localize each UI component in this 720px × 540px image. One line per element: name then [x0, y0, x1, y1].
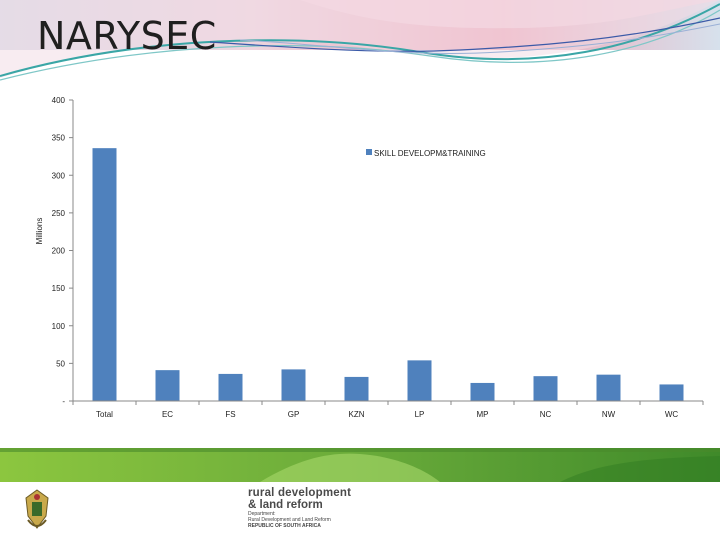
legend-label: SKILL DEVELOPM&TRAINING [374, 149, 486, 158]
bar-nc [533, 376, 558, 401]
y-tick-label: 250 [52, 209, 66, 218]
bar-mp [470, 382, 495, 401]
legend-swatch [366, 149, 372, 155]
y-axis: - 50 100 150 200 250 300 350 400 [52, 96, 74, 406]
x-axis: Total EC FS GP KZN LP MP NC NW WC [72, 400, 704, 419]
y-tick-label: 150 [52, 284, 66, 293]
legend: SKILL DEVELOPM&TRAINING [366, 149, 486, 158]
x-tick-label: GP [288, 410, 300, 419]
y-tick-label: 50 [56, 359, 65, 368]
x-tick-label: NC [540, 410, 552, 419]
header-decoration [0, 0, 720, 81]
y-tick-label: 200 [52, 247, 66, 256]
bar-gp [281, 369, 306, 401]
bar-fs [218, 373, 243, 401]
brand-name-line1: rural development [248, 487, 352, 499]
brand-sub-line2: Rural Development and Land Reform [248, 517, 331, 523]
brand-name-line2: & land reform [248, 499, 323, 511]
y-tick-label: 100 [52, 322, 66, 331]
x-tick-label: Total [96, 410, 113, 419]
brand-sub-line3: REPUBLIC OF SOUTH AFRICA [248, 523, 321, 529]
x-tick-label: MP [477, 410, 489, 419]
bar-wc [659, 384, 684, 401]
x-tick-label: FS [225, 410, 235, 419]
bar-kzn [344, 376, 369, 401]
x-tick-label: WC [665, 410, 679, 419]
y-tick-label: 300 [52, 171, 66, 180]
x-tick-label: KZN [349, 410, 365, 419]
footer-band [0, 448, 720, 482]
bar-lp [407, 360, 432, 401]
y-tick-label: 350 [52, 134, 66, 143]
bar-nw [596, 374, 621, 401]
x-tick-label: NW [602, 410, 616, 419]
slide-title: NARYSEC [37, 14, 217, 58]
x-tick-label: EC [162, 410, 173, 419]
bar-ec [155, 370, 180, 401]
y-tick-label: 400 [52, 96, 66, 105]
y-tick-label: - [62, 397, 65, 406]
bar-total [92, 148, 117, 401]
x-tick-label: LP [415, 410, 425, 419]
coat-of-arms-logo [25, 489, 49, 529]
y-axis-title: Millions [35, 218, 44, 245]
brand-sub-line1: Department: [248, 511, 276, 517]
bars [92, 148, 684, 401]
bar-chart: - 50 100 150 200 250 300 350 400 Total EC FS GP KZN L… [35, 96, 704, 419]
